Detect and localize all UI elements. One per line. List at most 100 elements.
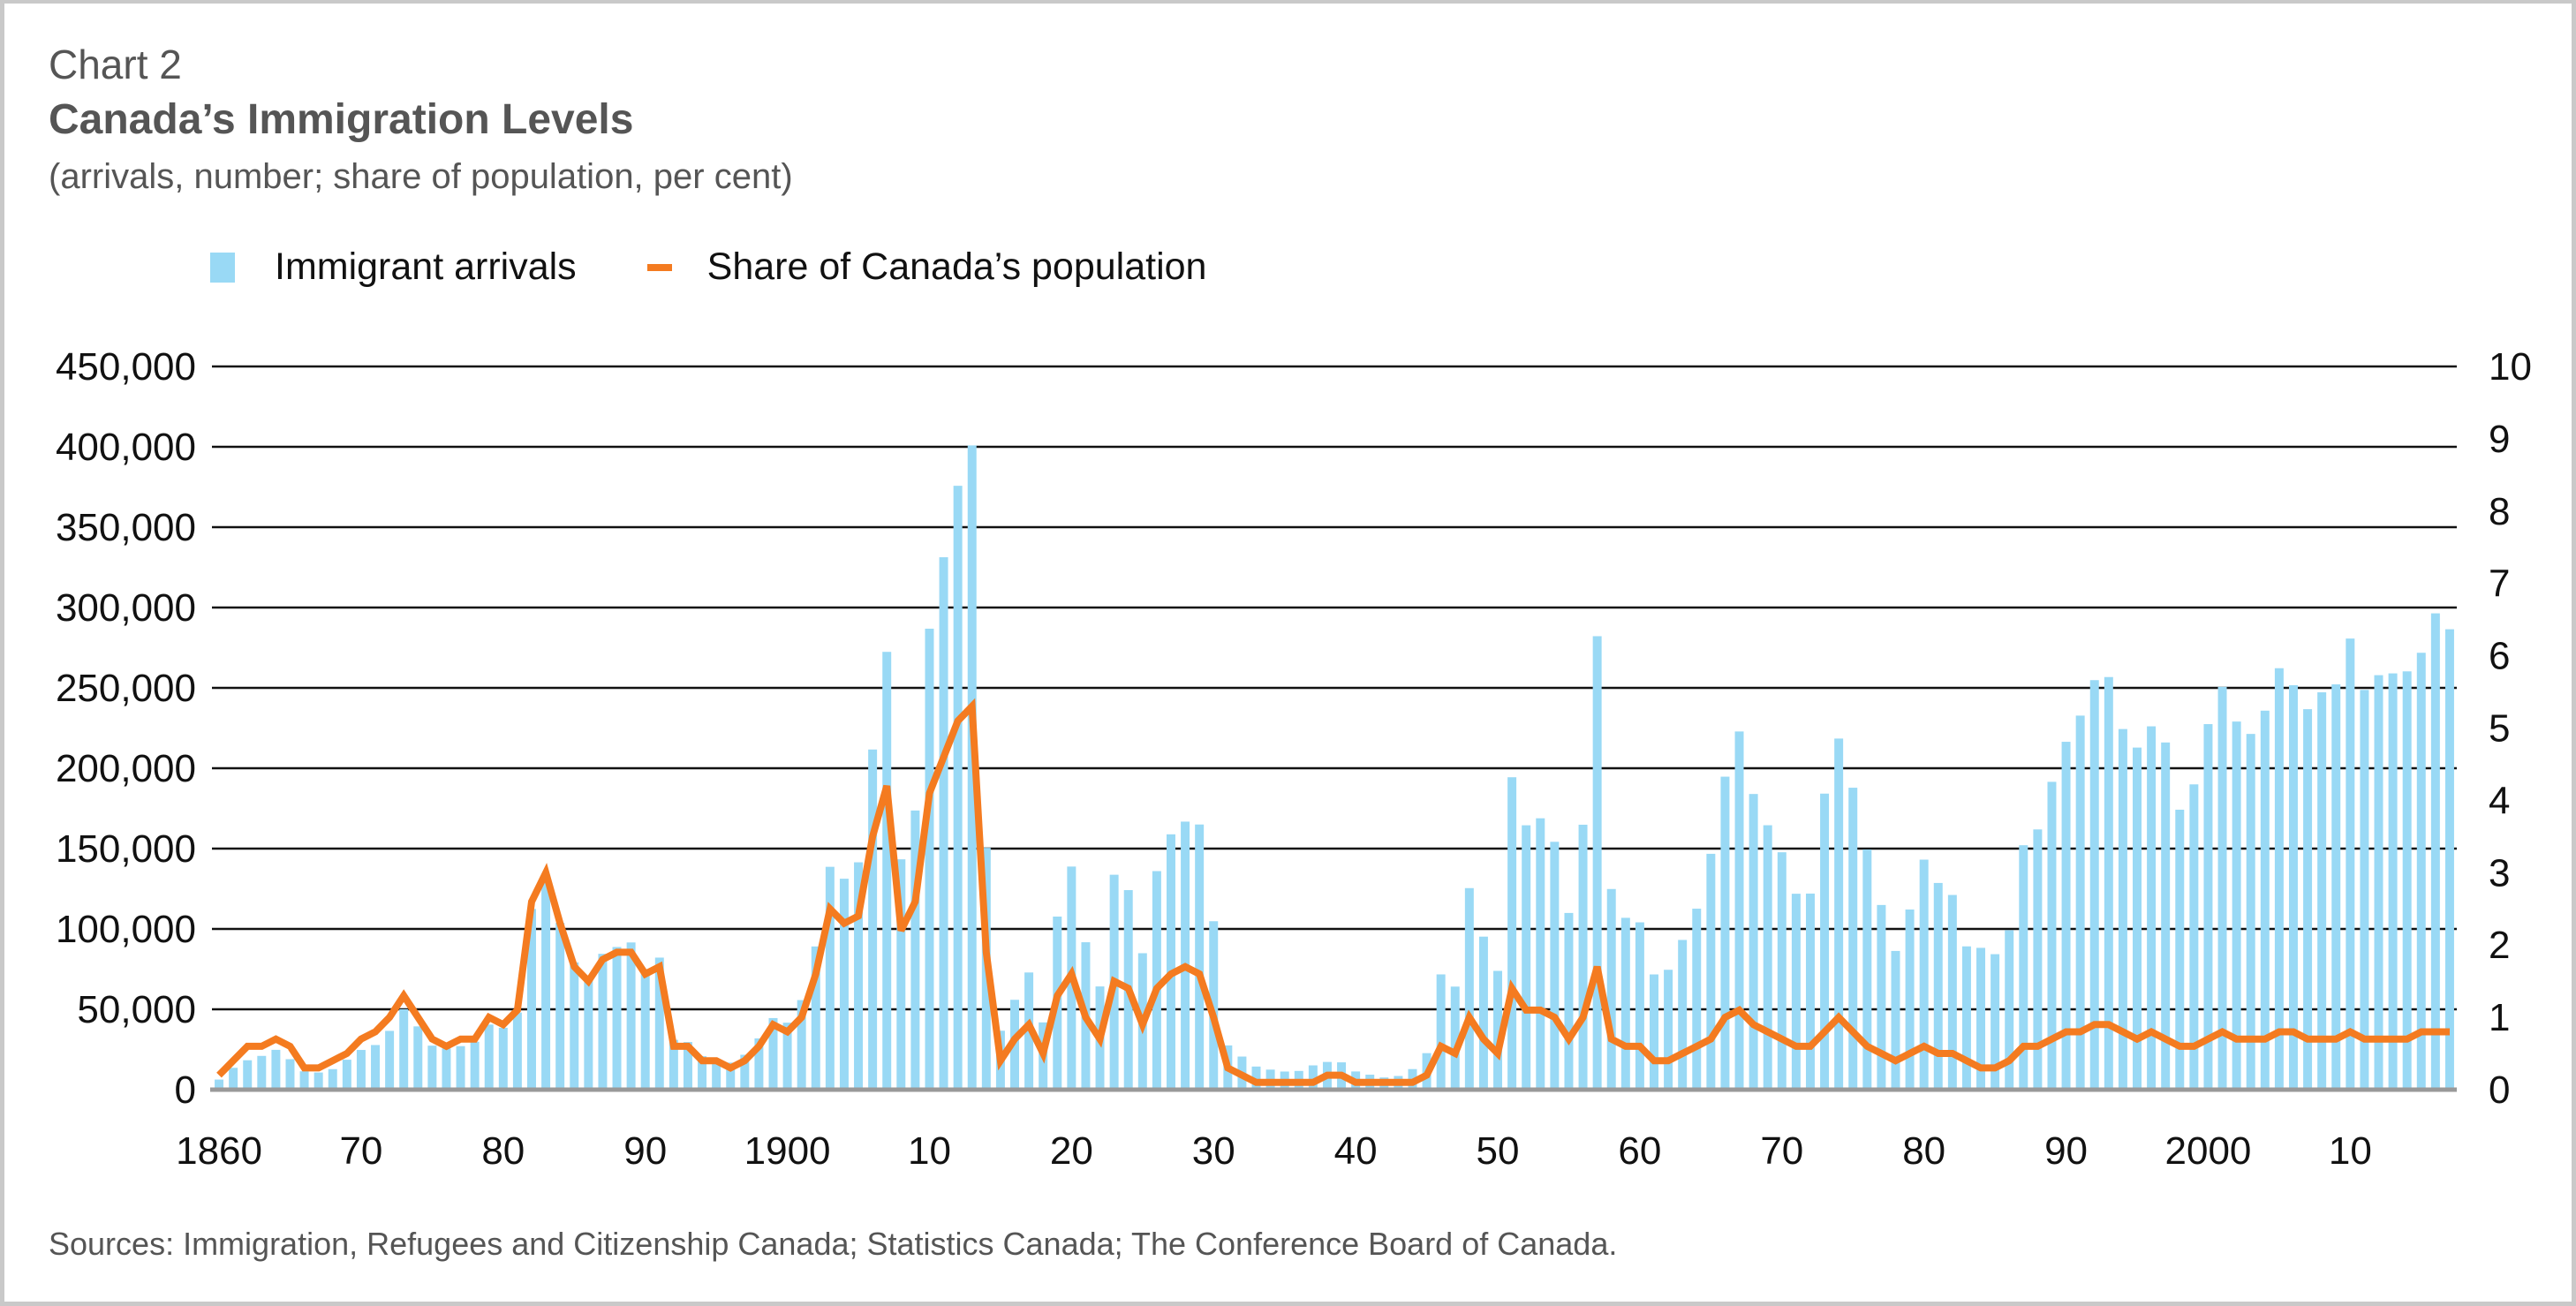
- bar-1911: [939, 557, 948, 1090]
- bar-1893: [683, 1042, 692, 1090]
- bar-1870: [356, 1050, 366, 1090]
- bar-1877: [456, 1046, 465, 1090]
- right-axis-tick-label: 6: [2489, 635, 2510, 678]
- left-axis-tick-label: 300,000: [56, 586, 196, 630]
- legend-label-line: Share of Canada’s population: [706, 245, 1207, 288]
- bar-1892: [669, 1039, 678, 1090]
- bar-1903: [825, 866, 835, 1090]
- bar-1910: [925, 628, 934, 1090]
- legend-swatch-line: [646, 263, 672, 271]
- bar-1989: [2047, 781, 2057, 1090]
- bar-1947: [1450, 986, 1460, 1090]
- bar-1912: [953, 486, 963, 1090]
- x-axis-tick-label: 80: [1902, 1129, 1945, 1173]
- right-axis-tick-label: 10: [2489, 345, 2532, 389]
- bar-1904: [839, 879, 849, 1090]
- bar-1961: [1650, 974, 1658, 1090]
- bar-1901: [797, 1000, 806, 1090]
- bar-1969: [1763, 825, 1772, 1090]
- bar-1873: [399, 1008, 409, 1090]
- bar-1907: [882, 652, 892, 1090]
- bar-1880: [498, 1027, 508, 1090]
- bar-2002: [2232, 721, 2241, 1090]
- bar-1898: [754, 1038, 764, 1090]
- left-axis-tick-label: 100,000: [56, 908, 196, 951]
- bar-1860: [215, 1079, 224, 1090]
- bar-2016: [2430, 613, 2440, 1090]
- bar-1991: [2075, 715, 2085, 1090]
- bar-1979: [1905, 909, 1915, 1090]
- bar-1865: [285, 1059, 295, 1090]
- bar-1930: [1209, 921, 1219, 1090]
- bar-1953: [1536, 818, 1545, 1090]
- bar-1869: [342, 1060, 351, 1090]
- bar-1951: [1507, 777, 1517, 1090]
- bar-2012: [2374, 675, 2383, 1090]
- bar-1958: [1606, 888, 1616, 1090]
- x-axis-tick-label: 1900: [744, 1129, 831, 1173]
- x-axis-tick-label: 1860: [176, 1129, 262, 1173]
- bar-1896: [726, 1062, 736, 1090]
- bar-2004: [2260, 710, 2270, 1090]
- bar-1897: [740, 1054, 750, 1090]
- bar-1955: [1564, 912, 1574, 1090]
- bar-1954: [1550, 842, 1560, 1090]
- bar-2014: [2402, 671, 2412, 1090]
- x-axis-tick-label: 40: [1334, 1129, 1378, 1173]
- bar-2006: [2288, 685, 2298, 1090]
- right-axis-tick-label: 5: [2489, 707, 2510, 751]
- bar-2011: [2360, 690, 2369, 1090]
- bar-1929: [1195, 824, 1205, 1090]
- bar-1977: [1877, 904, 1886, 1090]
- bar-2003: [2246, 734, 2255, 1090]
- bar-1995: [2133, 747, 2142, 1090]
- bar-1972: [1805, 893, 1815, 1090]
- bar-1889: [626, 942, 636, 1090]
- bar-1985: [1991, 954, 2000, 1090]
- left-axis-tick-label: 50,000: [77, 988, 196, 1031]
- x-axis-tick-label: 2000: [2165, 1129, 2252, 1173]
- bar-1982: [1947, 895, 1957, 1090]
- bar-1900: [782, 1023, 792, 1090]
- bar-1952: [1522, 825, 1531, 1090]
- bar-2005: [2274, 668, 2284, 1090]
- x-axis-tick-label: 30: [1192, 1129, 1235, 1173]
- bar-1908: [896, 859, 906, 1090]
- bar-1886: [584, 978, 593, 1090]
- left-axis-labels: 0 50,000 100,000 150,000 200,000 250,000 300,0…: [56, 345, 196, 1112]
- bar-1875: [427, 1046, 437, 1090]
- bar-1874: [413, 1026, 423, 1090]
- right-axis-tick-label: 2: [2489, 924, 2510, 967]
- bar-1988: [2033, 829, 2043, 1090]
- bar-1884: [555, 923, 565, 1090]
- bar-2015: [2416, 653, 2426, 1090]
- left-axis-tick-label: 350,000: [56, 506, 196, 549]
- legend-swatch-bars: [210, 252, 235, 283]
- bar-1960: [1635, 922, 1644, 1090]
- bar-1963: [1678, 940, 1688, 1090]
- bar-1879: [484, 1024, 494, 1090]
- bar-1867: [314, 1072, 323, 1090]
- bar-1927: [1166, 834, 1175, 1090]
- left-axis-tick-label: 450,000: [56, 345, 196, 389]
- bar-1996: [2147, 726, 2157, 1090]
- bar-1928: [1181, 821, 1190, 1090]
- right-axis-tick-label: 4: [2489, 779, 2510, 822]
- chart-subtitle: (arrivals, number; share of population, …: [49, 157, 793, 196]
- bar-1956: [1578, 824, 1588, 1090]
- bar-1937: [1308, 1065, 1318, 1090]
- right-axis-tick-label: 8: [2489, 490, 2510, 533]
- x-axis-tick-label: 70: [1760, 1129, 1803, 1173]
- bar-1986: [2005, 930, 2014, 1090]
- bar-1973: [1820, 793, 1830, 1090]
- bar-2013: [2388, 673, 2398, 1090]
- share-line: [216, 698, 2450, 1086]
- bar-1964: [1692, 909, 1702, 1090]
- bar-1890: [640, 969, 650, 1090]
- bar-2007: [2303, 709, 2313, 1090]
- bar-1976: [1862, 849, 1872, 1090]
- bar-2001: [2217, 686, 2227, 1090]
- bar-1861: [229, 1068, 238, 1090]
- left-axis-tick-label: 200,000: [56, 747, 196, 790]
